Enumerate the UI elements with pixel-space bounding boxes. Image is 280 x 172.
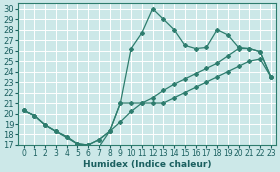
X-axis label: Humidex (Indice chaleur): Humidex (Indice chaleur) — [83, 159, 211, 169]
